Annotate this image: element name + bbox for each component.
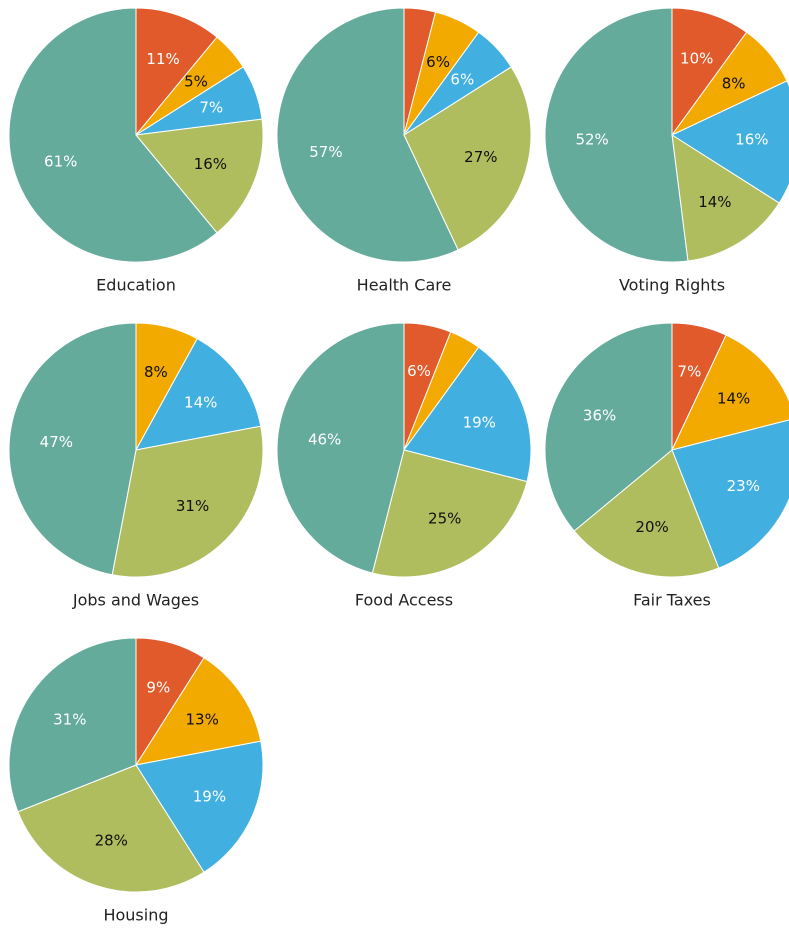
- pie-chart: 9% 13% 19% 28% 31% Housing: [8, 637, 264, 925]
- pie-slice: [671, 7, 748, 137]
- pie-slice: [544, 322, 673, 532]
- slice-label: 16%: [194, 155, 227, 173]
- pie-slice: [135, 7, 218, 137]
- slice-label: 20%: [635, 518, 668, 536]
- pie-slice: [111, 425, 264, 578]
- slice-label: 23%: [727, 477, 760, 495]
- slice-label: 7%: [678, 362, 702, 380]
- slice-label: 10%: [680, 49, 713, 67]
- pie-slice: [403, 66, 532, 251]
- pie-title: Health Care: [357, 276, 452, 295]
- slice-label: 9%: [146, 679, 170, 697]
- slice-label: 19%: [193, 787, 226, 805]
- pie-chart: 6% 19% 25% 46% Food Access: [276, 322, 532, 610]
- pie-slice: [17, 764, 205, 893]
- pie-chart: 8% 14% 31% 47% Jobs and Wages: [8, 322, 264, 610]
- slice-label: 14%: [717, 389, 750, 407]
- pie-slice: [276, 7, 459, 263]
- pie-chart: 7% 14% 23% 20% 36% Fair Taxes: [544, 322, 789, 610]
- slice-label: 5%: [184, 73, 208, 91]
- slice-label: 8%: [144, 363, 168, 381]
- slice-label: 19%: [463, 413, 496, 431]
- slice-label: 31%: [53, 711, 86, 729]
- pie-slice: [8, 322, 137, 576]
- pie-title: Jobs and Wages: [72, 591, 199, 610]
- slice-label: 47%: [40, 433, 73, 451]
- pie-slice: [8, 7, 218, 263]
- pie-slice: [135, 338, 262, 451]
- pie-slice: [670, 80, 789, 204]
- pie-title: Fair Taxes: [633, 591, 711, 610]
- slice-label: 57%: [309, 143, 342, 161]
- pie-chart: 10% 8% 16% 14% 52% Voting Rights: [544, 7, 789, 295]
- pie-slice: [544, 7, 689, 263]
- pie-slice: [671, 134, 780, 262]
- slice-label: 6%: [426, 53, 450, 71]
- slice-label: 36%: [583, 406, 616, 424]
- pie-slice: [671, 334, 789, 451]
- slice-label: 8%: [722, 74, 746, 92]
- slice-label: 61%: [44, 153, 77, 171]
- pie-slice: [134, 657, 262, 766]
- slice-label: 25%: [428, 509, 461, 527]
- pie-title: Housing: [103, 906, 168, 925]
- pie-chart: 6%6% 27% 57% Health Care: [276, 7, 532, 295]
- slice-label: 46%: [308, 430, 341, 448]
- pie-title: Voting Rights: [619, 276, 725, 295]
- slice-label: 7%: [199, 98, 223, 116]
- pie-title: Education: [96, 276, 176, 295]
- slice-label: 52%: [575, 131, 608, 149]
- slice-label: 14%: [698, 193, 731, 211]
- pie-slice: [135, 740, 264, 873]
- pie-slice: [403, 346, 532, 483]
- slice-label: 27%: [464, 148, 497, 166]
- slice-label: 14%: [184, 393, 217, 411]
- slice-label: 6%: [407, 362, 431, 380]
- pie-title: Food Access: [355, 591, 453, 610]
- slice-label: 11%: [146, 50, 179, 68]
- pie-slice: [8, 637, 137, 813]
- pie-slice: [371, 449, 528, 578]
- slice-label: 28%: [95, 832, 128, 850]
- slice-label: 13%: [186, 711, 219, 729]
- slice-label: 16%: [735, 131, 768, 149]
- slice-label: 31%: [176, 497, 209, 515]
- pie-slice: [276, 322, 405, 574]
- pie-slice: [135, 118, 264, 234]
- pie-slice: [671, 419, 789, 569]
- pie-slice: [573, 449, 720, 578]
- slice-label: 6%: [450, 71, 474, 89]
- pie-chart: 11% 5% 7% 16% 61% Education: [8, 7, 264, 295]
